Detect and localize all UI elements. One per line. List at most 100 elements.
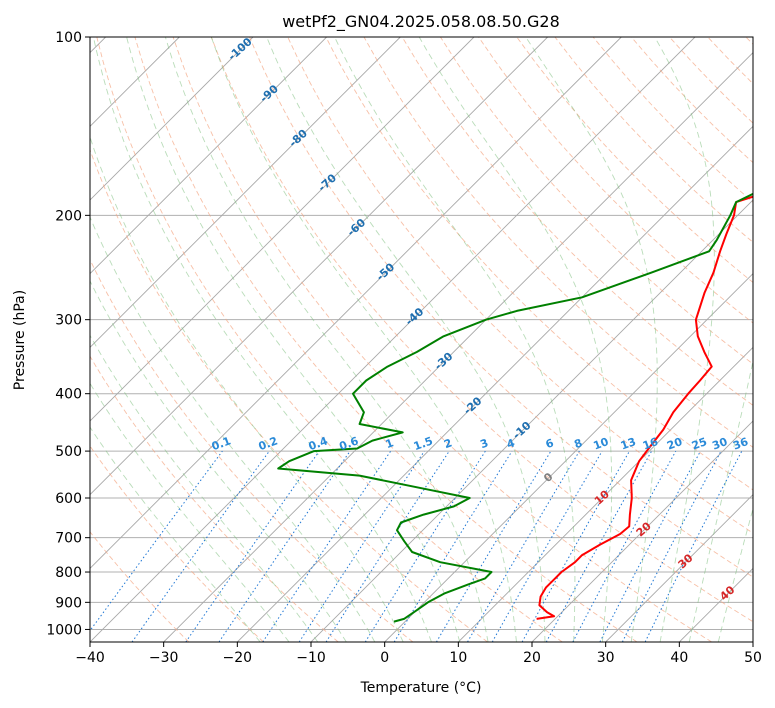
moist-adiabat: [90, 382, 290, 642]
isotherm-line: [531, 420, 753, 642]
moist-adiabat: [90, 216, 376, 642]
y-tick-label: 700: [55, 531, 82, 547]
moist-adiabat: [266, 37, 546, 642]
mixing-ratio-label: 2: [442, 436, 454, 451]
dry-adiabat: [172, 37, 712, 642]
moist-adiabat: [688, 359, 753, 642]
isotherm-line: [90, 37, 254, 201]
chart-title: wetPf2_GN04.2025.058.08.50.G28: [282, 12, 560, 32]
moist-adiabat: [90, 279, 347, 642]
moist-adiabat: [717, 506, 753, 642]
mixing-ratio-line: [521, 450, 630, 642]
moist-adiabat: [164, 37, 489, 642]
mixing-ratio-label: 0.4: [307, 434, 330, 453]
x-tick-label: 20: [523, 650, 541, 666]
isotherm-line: [384, 273, 753, 642]
dry-adiabat: [90, 258, 414, 642]
mixing-ratio-label: 13: [619, 435, 638, 452]
y-tick-label: 200: [55, 208, 82, 224]
isotherm-line: [163, 52, 753, 642]
mixing-ratio-label: 6: [544, 436, 556, 451]
moist-adiabat: [654, 37, 715, 642]
dry-adiabat: [96, 37, 563, 642]
mixing-ratio-line: [325, 450, 450, 642]
mixing-ratio-line: [545, 450, 653, 642]
x-tick-label: 40: [670, 650, 688, 666]
y-tick-label: 300: [55, 313, 82, 329]
dry-adiabat: [440, 37, 753, 365]
moist-adiabat: [126, 37, 461, 642]
mixing-ratio-label: 4: [505, 436, 517, 451]
mixing-ratio-line: [393, 450, 513, 642]
isotherm-line: [90, 37, 696, 642]
mixing-ratio-label: 0.1: [210, 434, 233, 453]
mixing-ratio-label: 16: [641, 435, 660, 453]
isotherm-line: [90, 37, 622, 569]
mixing-ratio-line: [131, 450, 270, 642]
x-tick-label: 50: [744, 650, 762, 666]
x-tick-label: −40: [75, 650, 105, 666]
plot-background: [90, 37, 753, 642]
mixing-ratio-label: 0.6: [338, 434, 361, 453]
y-axis-label: Pressure (hPa): [12, 290, 28, 390]
dry-adiabat: [401, 37, 753, 406]
isotherm-line: [90, 37, 327, 275]
mixing-ratio-label: 1: [384, 436, 396, 451]
isotherm-line: [458, 346, 753, 642]
y-tick-label: 800: [55, 565, 82, 581]
dry-adiabat: [325, 37, 753, 491]
y-tick-label: 100: [55, 30, 82, 46]
mixing-ratio-line: [185, 450, 320, 642]
moist-adiabat: [90, 334, 319, 642]
mixing-ratio-line: [218, 450, 351, 642]
moist-adiabat: [90, 426, 261, 642]
isotherm-line: [90, 37, 475, 422]
isotherm-line: [90, 37, 548, 496]
axes: −40 −30 −20 −10 0 10 20 30 40 5010020030040050060…: [46, 30, 762, 666]
background-lines: [90, 37, 753, 642]
y-tick-label: 1000: [46, 622, 82, 638]
mixing-ratio-line: [298, 450, 425, 642]
x-tick-label: −20: [223, 650, 253, 666]
mixing-ratio-label: 30: [710, 435, 729, 453]
dry-adiabat: [516, 37, 753, 283]
mixing-ratio-line: [572, 450, 677, 642]
mixing-ratio-line: [90, 450, 223, 632]
x-tick-label: −10: [296, 650, 326, 666]
moist-adiabat: [210, 37, 517, 642]
y-tick-label: 600: [55, 491, 82, 507]
dry-adiabat: [249, 37, 753, 578]
dry-adiabat: [90, 445, 264, 642]
dry-adiabat: [210, 37, 753, 623]
isotherm-line: [237, 125, 753, 642]
mixing-ratio-label: 36: [731, 435, 750, 453]
x-tick-label: 0: [380, 650, 389, 666]
x-tick-label: 10: [449, 650, 467, 666]
plot-frame: [89, 36, 754, 643]
dry-adiabat: [134, 37, 638, 642]
mixing-ratio-label: 20: [665, 435, 684, 453]
dewpoint-profile: [277, 192, 753, 623]
moist-adiabat: [418, 37, 613, 642]
dry-adiabat: [90, 355, 339, 642]
mixing-ratio-label: 3: [478, 436, 490, 451]
x-tick-label: 30: [597, 650, 615, 666]
mixing-ratio-label: 8: [572, 436, 584, 451]
x-axis-label: Temperature (°C): [360, 680, 482, 696]
y-tick-label: 400: [55, 387, 82, 403]
x-tick-label: −30: [149, 650, 179, 666]
temperature-profile: [536, 195, 753, 620]
mixing-ratio-line: [262, 450, 392, 642]
y-tick-label: 500: [55, 444, 82, 460]
moist-adiabat: [92, 37, 432, 642]
mixing-ratio-label: 10: [592, 435, 611, 453]
isotherm-line: [605, 494, 753, 642]
y-tick-label: 900: [55, 595, 82, 611]
mixing-ratio-label: 1.5: [412, 434, 435, 453]
dry-adiabat: [90, 531, 190, 642]
profile-lines: [277, 192, 753, 623]
isotherm-line: [752, 641, 753, 642]
mixing-ratio-line: [644, 450, 743, 642]
mixing-ratio-label: 0.2: [257, 434, 280, 453]
